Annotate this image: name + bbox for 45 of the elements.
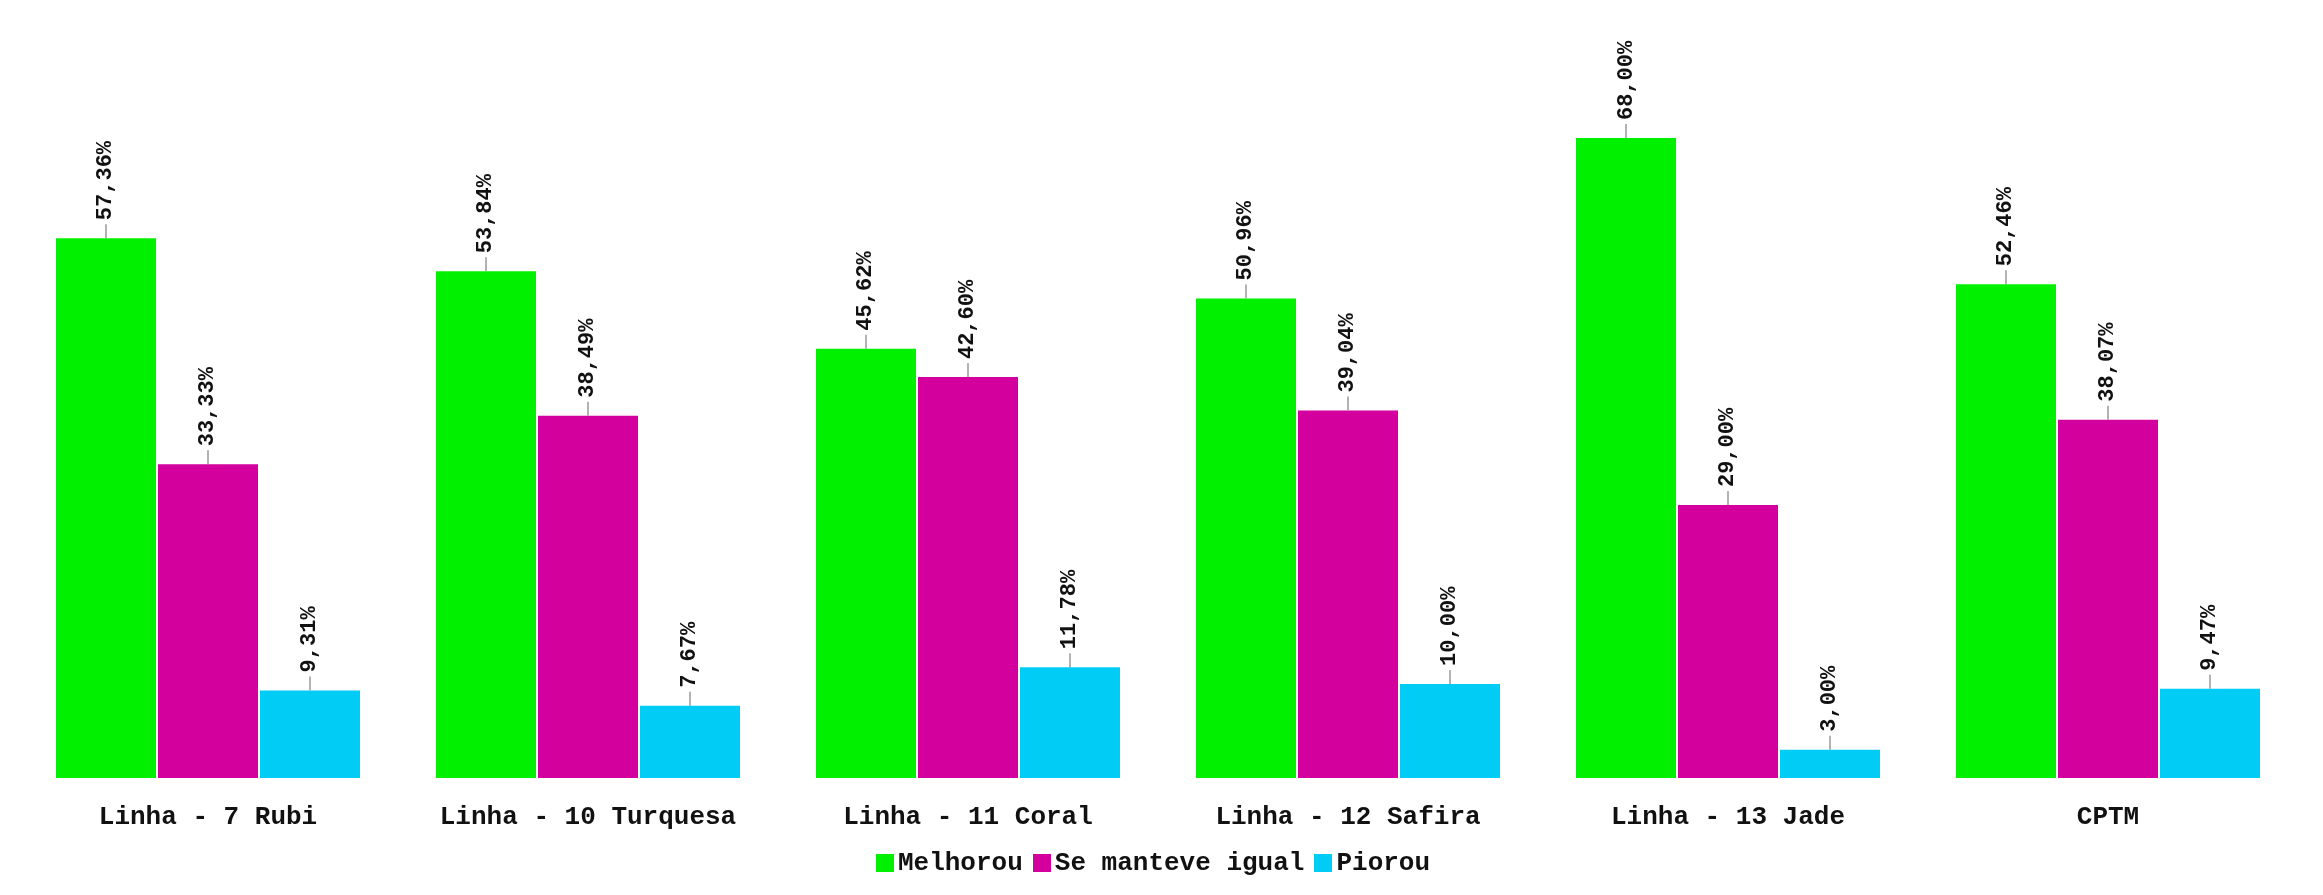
bar bbox=[918, 377, 1018, 778]
data-label: 50,96% bbox=[1233, 200, 1259, 281]
bar bbox=[1780, 749, 1880, 778]
data-label: 45,62% bbox=[853, 250, 879, 331]
x-tick-label: Linha - 11 Coral bbox=[843, 802, 1093, 833]
bar bbox=[436, 271, 536, 778]
data-label: 3,00% bbox=[1817, 664, 1843, 732]
legend-label: Se manteve igual bbox=[1054, 848, 1305, 878]
bar bbox=[1678, 505, 1778, 778]
legend-label: Piorou bbox=[1336, 848, 1431, 878]
data-label: 38,07% bbox=[2095, 321, 2121, 402]
data-label: 42,60% bbox=[955, 279, 981, 360]
data-label: 9,47% bbox=[2197, 604, 2223, 671]
x-tick-label: Linha - 13 Jade bbox=[1610, 802, 1846, 833]
bar bbox=[1298, 410, 1398, 778]
data-label: 38,49% bbox=[575, 317, 601, 398]
data-label: 9,31% bbox=[297, 605, 323, 673]
data-label: 68,00% bbox=[1613, 39, 1639, 120]
x-tick-label: Linha - 12 Safira bbox=[1215, 802, 1481, 833]
bar bbox=[1956, 284, 2056, 778]
bar bbox=[2160, 688, 2260, 778]
data-label: 10,00% bbox=[1437, 585, 1463, 666]
data-label: 53,84% bbox=[473, 173, 499, 254]
x-tick-label: Linha - 7 Rubi bbox=[98, 802, 318, 833]
x-tick-label: Linha - 10 Turquesa bbox=[439, 802, 737, 833]
bar bbox=[1576, 138, 1676, 778]
bar bbox=[1400, 683, 1500, 778]
bar bbox=[260, 690, 360, 778]
bar bbox=[56, 238, 156, 778]
bar bbox=[1196, 298, 1296, 778]
data-label: 29,00% bbox=[1715, 407, 1741, 488]
x-tick-label: CPTM bbox=[2076, 802, 2140, 833]
bar bbox=[640, 705, 740, 778]
bar bbox=[158, 464, 258, 778]
bar bbox=[538, 415, 638, 778]
data-label: 7,67% bbox=[677, 621, 703, 688]
data-label: 33,33% bbox=[195, 366, 221, 447]
data-label: 11,78% bbox=[1057, 569, 1083, 650]
data-label: 52,46% bbox=[1993, 186, 2019, 267]
data-label: 57,36% bbox=[93, 140, 119, 221]
legend-label: Melhorou bbox=[897, 848, 1023, 878]
bar bbox=[816, 348, 916, 778]
bar bbox=[2058, 419, 2158, 778]
bar bbox=[1020, 667, 1120, 778]
data-label: 39,04% bbox=[1335, 312, 1361, 393]
